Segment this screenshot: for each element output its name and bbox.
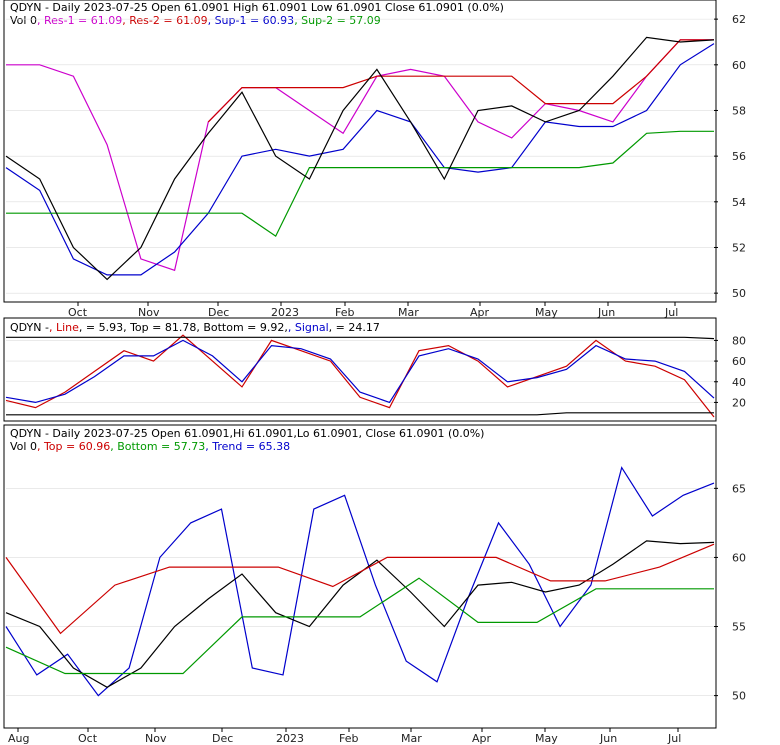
price-y-tick-label: 58 — [732, 104, 746, 117]
price-x-tick-label: May — [535, 306, 558, 319]
trend-y-tick-label: 55 — [732, 621, 746, 634]
price-legend-row: Vol 0, Res-1 = 61.09, Res-2 = 61.09, Sup… — [10, 14, 381, 27]
trend-series-top — [5, 543, 715, 635]
trend-x-tick-label: Dec — [212, 732, 233, 745]
trend-panel-frame — [3, 424, 717, 729]
trend-series-trend — [5, 466, 715, 697]
trend-legend-row-item: , Trend = 65.38 — [205, 440, 290, 453]
oscillator-legend-row-item: QDYN - — [10, 321, 49, 334]
trend-x-tick-label: Oct — [78, 732, 98, 745]
trend-x-tick-label: May — [535, 732, 558, 745]
price-legend-row-item: , Sup-1 = 60.93 — [208, 14, 295, 27]
trend-series-close — [5, 540, 715, 688]
price-plot — [5, 18, 715, 294]
oscillator-legend-row-item: , Line — [49, 321, 79, 334]
price-y-tick-label: 52 — [732, 241, 746, 254]
trend-x-tick-label: 2023 — [276, 732, 304, 745]
price-y-tick-label: 62 — [732, 13, 746, 26]
oscillator-y-tick-label: 40 — [732, 376, 746, 389]
trend-y-tick-label: 50 — [732, 690, 746, 703]
trend-panel: QDYN - Daily 2023-07-25 Open 61.0901,Hi … — [3, 424, 746, 729]
price-legend-row-item: , Sup-2 = 57.09 — [294, 14, 381, 27]
trend-x-axis: Aug Oct Nov Dec 2023 Feb Mar Apr May Jun Jul — [8, 728, 681, 745]
price-legend-row-item: , Res-1 = 61.09 — [37, 14, 122, 27]
price-y-tick-label: 54 — [732, 196, 746, 209]
oscillator-legend-row-item: , = 5.93, Top = 81.78, Bottom = 9.92, — [79, 321, 288, 334]
trend-x-tick-label: Apr — [472, 732, 492, 745]
price-panel-title: QDYN - Daily 2023-07-25 Open 61.0901 Hig… — [10, 1, 504, 14]
trend-y-tick-label: 65 — [732, 482, 746, 495]
price-x-tick-label: Mar — [398, 306, 419, 319]
trend-x-tick-label: Jul — [667, 732, 681, 745]
trend-legend-row: Vol 0, Top = 60.96, Bottom = 57.73, Tren… — [10, 440, 290, 453]
trend-y-tick-label: 60 — [732, 551, 746, 564]
oscillator-series-bottom — [6, 412, 714, 416]
oscillator-panel-frame — [3, 317, 717, 422]
price-legend-row-item: Vol 0 — [10, 14, 37, 27]
trend-x-tick-label: Jun — [599, 732, 617, 745]
oscillator-plot — [5, 334, 715, 418]
oscillator-series-line — [5, 334, 715, 418]
trend-series-bottom — [5, 577, 714, 675]
price-panel-legend: Vol 0, Res-1 = 61.09, Res-2 = 61.09, Sup… — [10, 14, 381, 27]
oscillator-legend-row-item: , = 24.17 — [329, 321, 380, 334]
price-series-res-1 — [6, 39, 714, 272]
trend-y-axis: 50 55 60 65 — [714, 482, 746, 703]
trend-x-tick-label: Feb — [339, 732, 358, 745]
price-series-sup-1 — [5, 43, 715, 276]
price-x-tick-label: Jul — [664, 306, 678, 319]
price-x-tick-label: Nov — [138, 306, 160, 319]
oscillator-legend-row-item: , Signal — [288, 321, 329, 334]
price-series-res-2 — [207, 39, 714, 123]
oscillator-y-tick-label: 20 — [732, 396, 746, 409]
trend-legend-row-item: , Bottom = 57.73 — [110, 440, 205, 453]
price-panel-frame — [3, 0, 717, 303]
price-x-axis: Oct Nov Dec 2023 Feb Mar Apr May Jun Jul — [68, 302, 678, 319]
oscillator-y-tick-label: 60 — [732, 355, 746, 368]
trend-panel-legend: Vol 0, Top = 60.96, Bottom = 57.73, Tren… — [10, 440, 290, 453]
oscillator-legend-row: QDYN -, Line, = 5.93, Top = 81.78, Botto… — [10, 321, 380, 334]
price-series-close — [5, 36, 715, 281]
price-y-tick-label: 50 — [732, 287, 746, 300]
price-legend-row-item: , Res-2 = 61.09 — [122, 14, 207, 27]
oscillator-y-tick-label: 80 — [732, 334, 746, 347]
trend-plot — [5, 466, 715, 697]
oscillator-panel: QDYN -, Line, = 5.93, Top = 81.78, Botto… — [3, 317, 746, 422]
price-y-axis: 50 52 54 56 58 60 62 — [714, 13, 746, 300]
oscillator-y-axis: 20 40 60 80 — [714, 334, 746, 409]
price-x-tick-label: Oct — [68, 306, 88, 319]
price-y-tick-label: 60 — [732, 59, 746, 72]
price-y-tick-label: 56 — [732, 150, 746, 163]
oscillator-legend: QDYN -, Line, = 5.93, Top = 81.78, Botto… — [10, 321, 380, 334]
trend-legend-row-item: , Top = 60.96 — [37, 440, 110, 453]
price-x-tick-label: Feb — [335, 306, 354, 319]
price-panel: QDYN - Daily 2023-07-25 Open 61.0901 Hig… — [3, 0, 746, 303]
trend-panel-title: QDYN - Daily 2023-07-25 Open 61.0901,Hi … — [10, 427, 484, 440]
price-series-sup-2 — [6, 130, 714, 237]
trend-x-tick-label: Mar — [401, 732, 422, 745]
trend-x-tick-label: Nov — [145, 732, 167, 745]
price-x-tick-label: Apr — [470, 306, 490, 319]
oscillator-series-top — [6, 336, 715, 340]
price-x-tick-label: Dec — [208, 306, 229, 319]
trend-legend-row-item: Vol 0 — [10, 440, 37, 453]
price-x-tick-label: Jun — [597, 306, 615, 319]
price-x-tick-label: 2023 — [271, 306, 299, 319]
oscillator-series-signal — [5, 339, 715, 404]
trend-x-tick-label: Aug — [8, 732, 29, 745]
